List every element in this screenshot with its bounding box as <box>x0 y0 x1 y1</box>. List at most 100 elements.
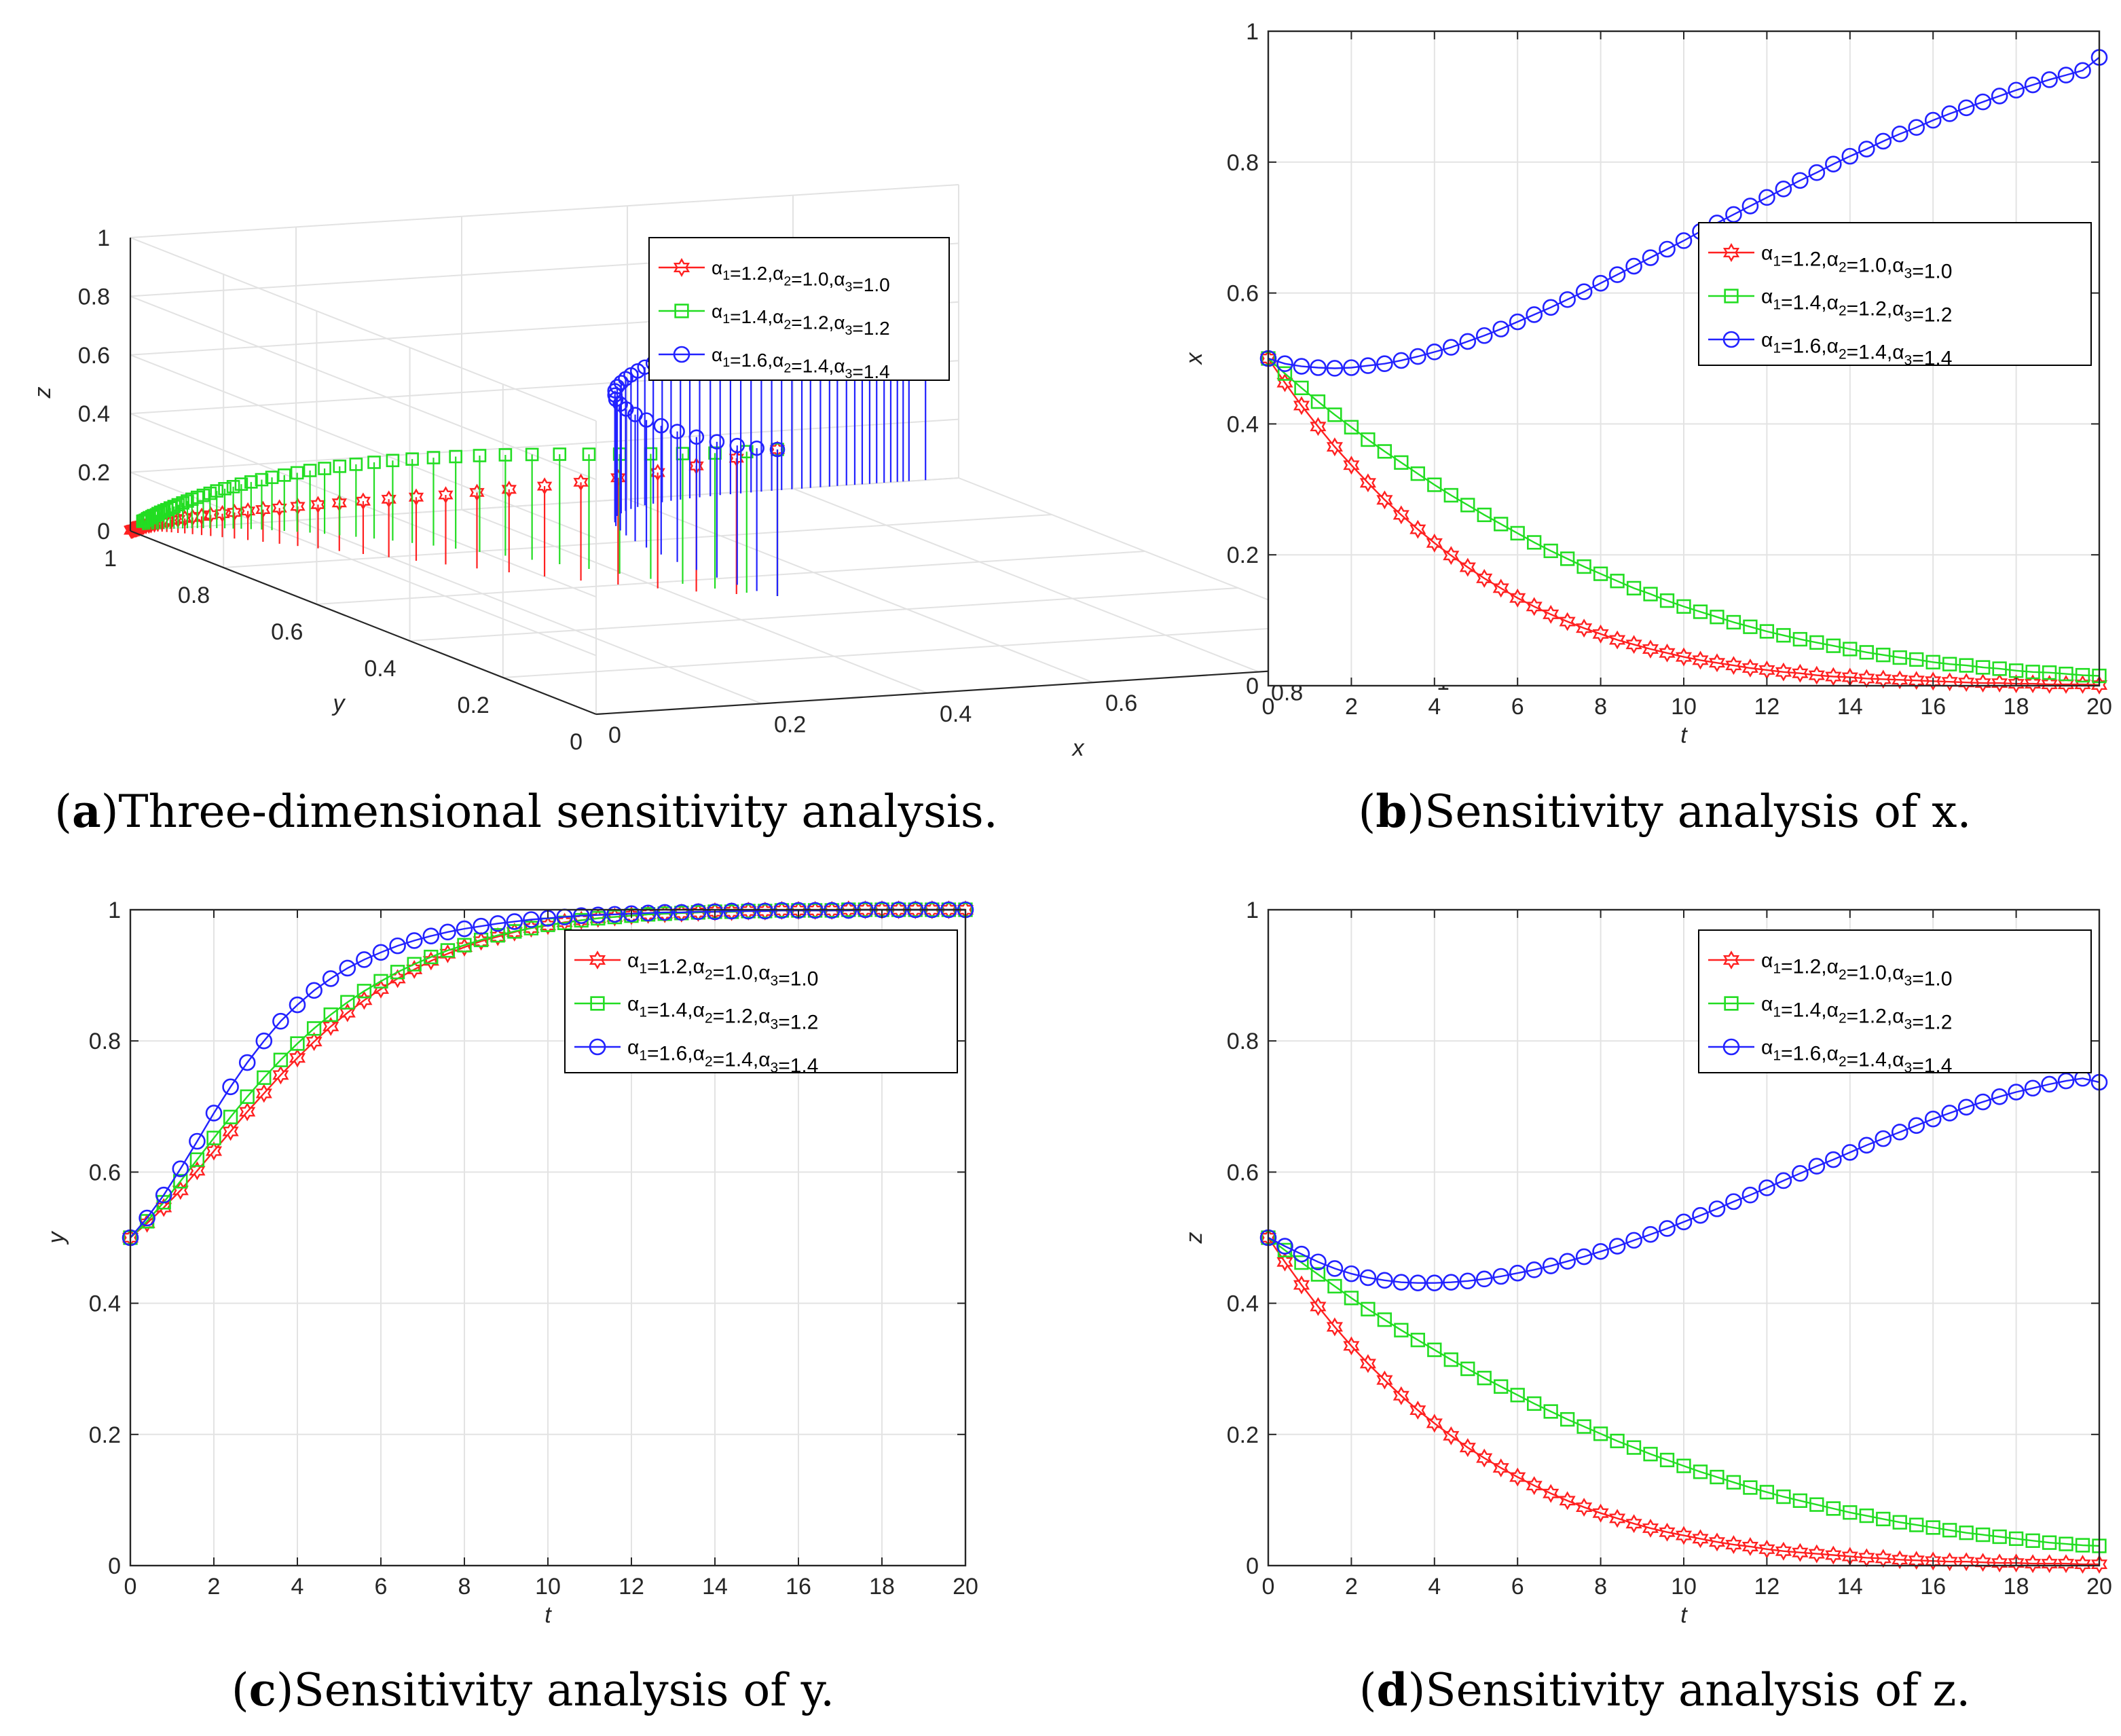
x-tick-label: 20 <box>2086 1574 2112 1600</box>
grid-floor-x <box>295 519 762 705</box>
data-point <box>272 1012 289 1030</box>
data-point <box>1659 1452 1675 1468</box>
data-point <box>389 937 406 955</box>
data-point <box>2057 1554 2075 1574</box>
legend-box <box>564 929 958 1073</box>
data-point <box>1543 543 1558 559</box>
data-point <box>255 1084 272 1103</box>
data-point <box>1442 1274 1460 1291</box>
data-point <box>656 904 674 921</box>
data-point <box>1509 1264 1526 1282</box>
data-point <box>2075 667 2090 683</box>
x-tick-label: 10 <box>1671 694 1697 720</box>
data-point <box>1659 1220 1676 1237</box>
stem-marker <box>185 492 199 506</box>
stem-marker <box>438 486 454 504</box>
legend-marker <box>674 303 689 318</box>
stem-marker <box>290 466 304 480</box>
series-1 <box>1259 1228 2108 1574</box>
x-axis-label: t <box>545 1602 552 1628</box>
legend-label: α1=1.2,α2=1.0,α3=1.0 <box>712 257 890 295</box>
stem-marker <box>553 447 567 461</box>
data-point <box>1959 1526 1974 1540</box>
data-point <box>1710 1469 1725 1485</box>
data-point <box>1477 1371 1492 1386</box>
data-point <box>1592 1503 1609 1523</box>
data-point <box>1643 587 1658 602</box>
data-point <box>440 943 456 958</box>
data-point <box>173 1174 188 1189</box>
stem-marker <box>501 480 517 498</box>
legend-marker <box>673 257 690 278</box>
data-point <box>1376 490 1393 510</box>
y-tick-label: 0.2 <box>89 1422 121 1448</box>
stem-marker <box>610 468 626 487</box>
data-point <box>356 984 372 999</box>
stem-marker <box>498 448 513 462</box>
data-point <box>1710 610 1725 625</box>
data-point <box>205 1105 223 1122</box>
data-point <box>457 938 472 953</box>
data-point <box>272 1065 289 1085</box>
y-tick-label: 1 <box>108 898 121 923</box>
series-line <box>1268 56 2100 369</box>
series-line <box>1268 1077 2100 1284</box>
data-point <box>1344 1291 1359 1306</box>
data-point <box>690 903 707 921</box>
data-point <box>1427 477 1442 492</box>
x-axis-label: t <box>1680 722 1688 748</box>
panel-d-chart: 0 2 4 6 8 10 12 14 16 18 20 0 0.2 0.4 0.6 0.8 1 t z α1=1.2,… <box>1181 898 2112 1628</box>
data-point <box>1343 1336 1360 1356</box>
data-point <box>1642 1225 1659 1243</box>
data-point <box>507 924 522 939</box>
caption-d: (d)Sensitivity analysis of z. <box>1359 1663 1971 1716</box>
legend-label: α1=1.4,α2=1.2,α3=1.2 <box>712 301 890 339</box>
data-point <box>1792 663 1809 683</box>
stem-marker <box>255 500 271 519</box>
data-point <box>1642 249 1659 266</box>
data-point <box>523 911 540 928</box>
data-point <box>1891 1124 1908 1141</box>
legend-marker <box>1722 950 1740 969</box>
stem-marker <box>203 486 217 500</box>
data-point <box>1941 1105 1958 1122</box>
data-point <box>1809 635 1824 650</box>
data-point <box>1725 206 1742 223</box>
data-point <box>1459 1438 1476 1458</box>
data-point <box>1626 1440 1642 1455</box>
data-point <box>589 906 607 924</box>
data-point <box>1310 1253 1327 1271</box>
data-point <box>356 951 373 968</box>
y-axis-label: y <box>332 690 346 716</box>
grid-wall-z <box>130 471 597 657</box>
data-point <box>1510 1388 1525 1403</box>
data-point <box>1892 1515 1907 1530</box>
grid-wall-z2 <box>130 184 959 238</box>
data-point <box>1974 1553 1991 1572</box>
data-point <box>1843 642 1858 657</box>
stem-marker <box>381 490 396 509</box>
legend-marker <box>1722 331 1740 348</box>
data-point <box>1443 1352 1458 1367</box>
data-point <box>1825 1151 1842 1168</box>
data-point <box>1494 517 1509 532</box>
series-line <box>1268 1237 2099 1566</box>
data-point <box>1575 1248 1593 1266</box>
x-tick-label: 10 <box>1671 1574 1697 1600</box>
grid-floor-x <box>461 509 928 694</box>
data-point <box>407 957 422 972</box>
data-point <box>1576 559 1591 574</box>
data-point <box>405 932 423 949</box>
grid-floor-x <box>792 487 1259 673</box>
data-point <box>1343 359 1360 376</box>
grid-wall-z <box>130 295 597 481</box>
data-point <box>1459 557 1476 577</box>
data-point <box>1559 1253 1576 1270</box>
legend-label: α1=1.2,α2=1.0,α3=1.0 <box>1761 950 1952 991</box>
legend-box <box>1698 222 2092 366</box>
data-point <box>1659 593 1675 608</box>
legend-marker <box>673 346 690 363</box>
y-tick-label: 1 <box>1246 19 1259 45</box>
data-point <box>1775 181 1792 198</box>
data-point <box>1526 306 1543 323</box>
